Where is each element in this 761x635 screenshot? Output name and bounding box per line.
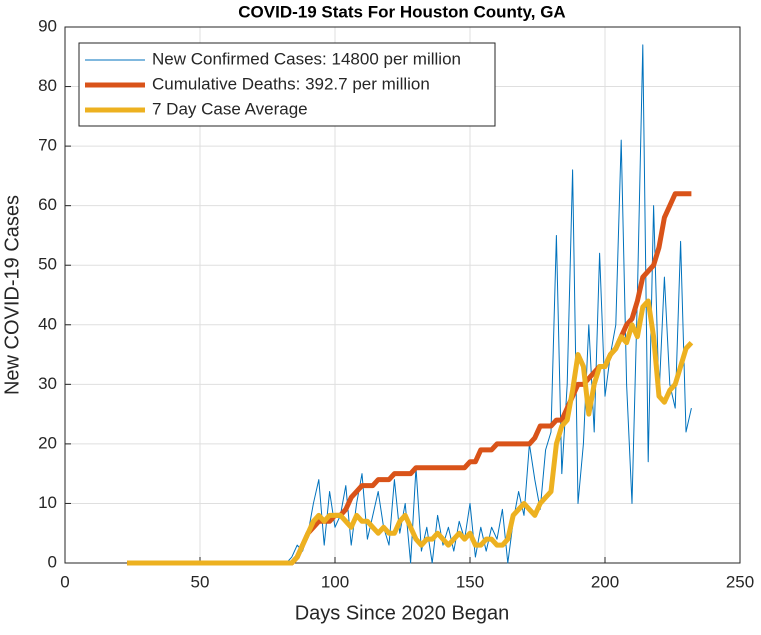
series-line (127, 298, 694, 566)
x-axis-label: Days Since 2020 Began (295, 602, 510, 624)
plot-frame (64, 26, 741, 564)
y-tick-label: 70 (38, 136, 57, 155)
legend-box (78, 42, 496, 127)
y-tick-label: 10 (38, 493, 57, 512)
chart-title: COVID-19 Stats For Houston County, GA (238, 2, 565, 21)
x-tick-label: 100 (321, 572, 349, 591)
y-tick-label: 40 (38, 314, 57, 333)
y-tick-label: 90 (38, 16, 57, 35)
y-tick-label: 30 (38, 374, 57, 393)
x-tick-label: 200 (591, 572, 619, 591)
y-tick-label: 50 (38, 255, 57, 274)
legend-label: Cumulative Deaths: 392.7 per million (152, 74, 430, 93)
legend-label: 7 Day Case Average (152, 99, 308, 118)
series-line (127, 191, 692, 566)
y-axis-label: New COVID-19 Cases (1, 195, 23, 395)
legend-label: New Confirmed Cases: 14800 per million (152, 49, 461, 68)
y-tick-label: 0 (48, 552, 57, 571)
x-tick-label: 250 (726, 572, 754, 591)
y-tick-label: 20 (38, 433, 57, 452)
y-tick-label: 80 (38, 76, 57, 95)
y-tick-label: 60 (38, 195, 57, 214)
x-tick-label: 150 (456, 572, 484, 591)
x-tick-label: 0 (60, 572, 69, 591)
x-tick-label: 50 (191, 572, 210, 591)
